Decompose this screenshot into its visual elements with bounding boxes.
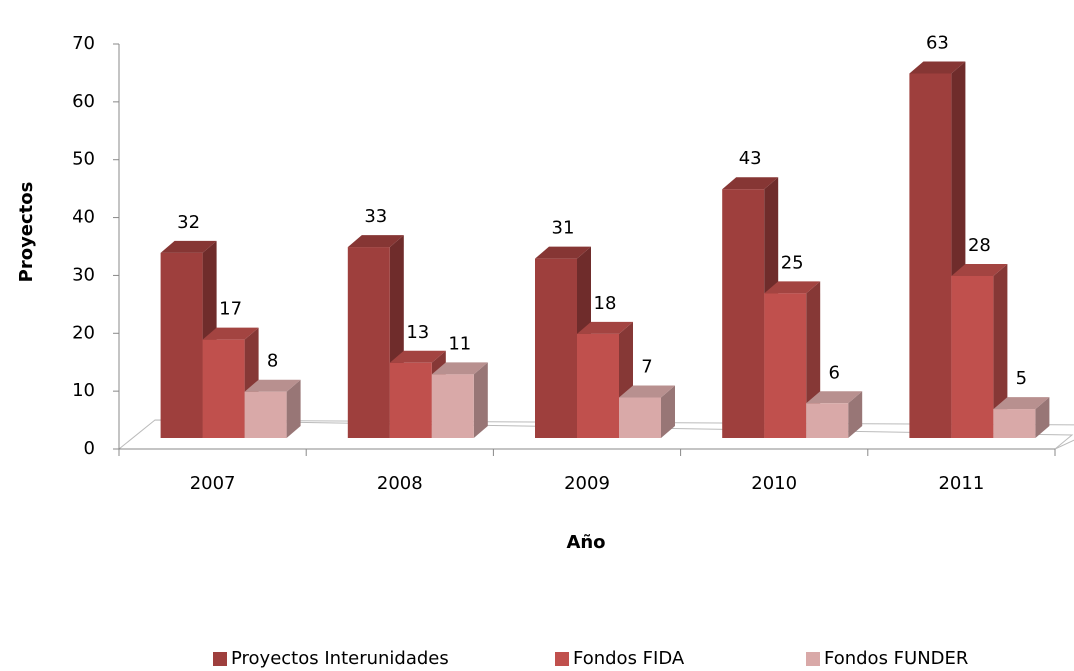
y-tick-label: 70 — [72, 33, 95, 54]
bar — [764, 293, 807, 438]
legend-label: Proyectos Interunidades — [231, 648, 449, 669]
y-tick-label: 50 — [72, 149, 95, 170]
legend-swatch — [806, 652, 820, 666]
x-tick-label: 2008 — [377, 473, 423, 494]
bar-top — [722, 177, 779, 190]
bar — [389, 362, 432, 438]
data-label: 32 — [177, 212, 200, 233]
bar — [806, 403, 849, 438]
y-tick-label: 20 — [72, 322, 95, 343]
bar-side — [473, 362, 488, 438]
x-axis-title: Año — [566, 532, 605, 553]
data-label: 25 — [781, 252, 804, 273]
bar — [202, 339, 245, 438]
data-label: 11 — [448, 333, 471, 354]
x-tick-label: 2010 — [751, 473, 797, 494]
bar-top — [993, 397, 1050, 410]
y-tick-label: 30 — [72, 264, 95, 285]
data-label: 17 — [219, 299, 242, 320]
data-label: 31 — [552, 218, 575, 239]
bar — [619, 397, 661, 438]
bar — [535, 258, 577, 438]
y-tick-label: 10 — [72, 380, 95, 401]
bar — [160, 252, 203, 438]
bar-top — [389, 350, 446, 363]
data-label: 18 — [594, 293, 617, 314]
bar-top — [577, 321, 633, 334]
bar — [993, 409, 1036, 438]
legend-swatch — [213, 652, 227, 666]
bar — [577, 333, 619, 438]
bar-top — [535, 246, 591, 259]
y-axis-title: Proyectos — [16, 182, 37, 283]
bar-top — [202, 327, 259, 340]
bar — [244, 391, 287, 438]
data-label: 28 — [968, 235, 991, 256]
legend-label: Fondos FUNDER — [824, 648, 968, 669]
y-tick-label: 40 — [72, 207, 95, 228]
x-tick-label: 2011 — [938, 473, 984, 494]
bar — [951, 276, 994, 438]
bar-side — [1035, 397, 1050, 438]
y-tick-label: 0 — [84, 438, 95, 459]
bar-side — [993, 264, 1008, 438]
bar — [347, 247, 390, 438]
x-tick-label: 2007 — [190, 473, 236, 494]
data-label: 13 — [406, 322, 429, 343]
data-label: 7 — [641, 357, 652, 378]
bar-side — [661, 385, 675, 438]
bar-top — [431, 362, 488, 375]
bar — [431, 374, 474, 438]
data-label: 63 — [926, 33, 949, 54]
legend-swatch — [555, 652, 569, 666]
data-label: 6 — [828, 362, 839, 383]
data-label: 5 — [1016, 368, 1027, 389]
data-label: 43 — [739, 148, 762, 169]
bar-top — [619, 385, 675, 398]
data-label: 8 — [267, 351, 278, 372]
bar-top — [951, 264, 1008, 276]
y-tick-label: 60 — [72, 91, 95, 112]
bar-top — [244, 379, 301, 392]
bar-top — [347, 235, 404, 248]
bar-side — [286, 379, 301, 438]
x-tick-label: 2009 — [564, 473, 610, 494]
bar-top — [909, 61, 966, 74]
bar — [722, 189, 765, 438]
bar — [909, 73, 952, 438]
floor-right — [1054, 439, 1074, 450]
legend-label: Fondos FIDA — [573, 648, 685, 669]
bar-top — [806, 391, 863, 404]
bar-top — [764, 281, 821, 294]
data-label: 33 — [364, 206, 387, 227]
bar-top — [160, 240, 217, 253]
bar-side — [848, 391, 863, 438]
